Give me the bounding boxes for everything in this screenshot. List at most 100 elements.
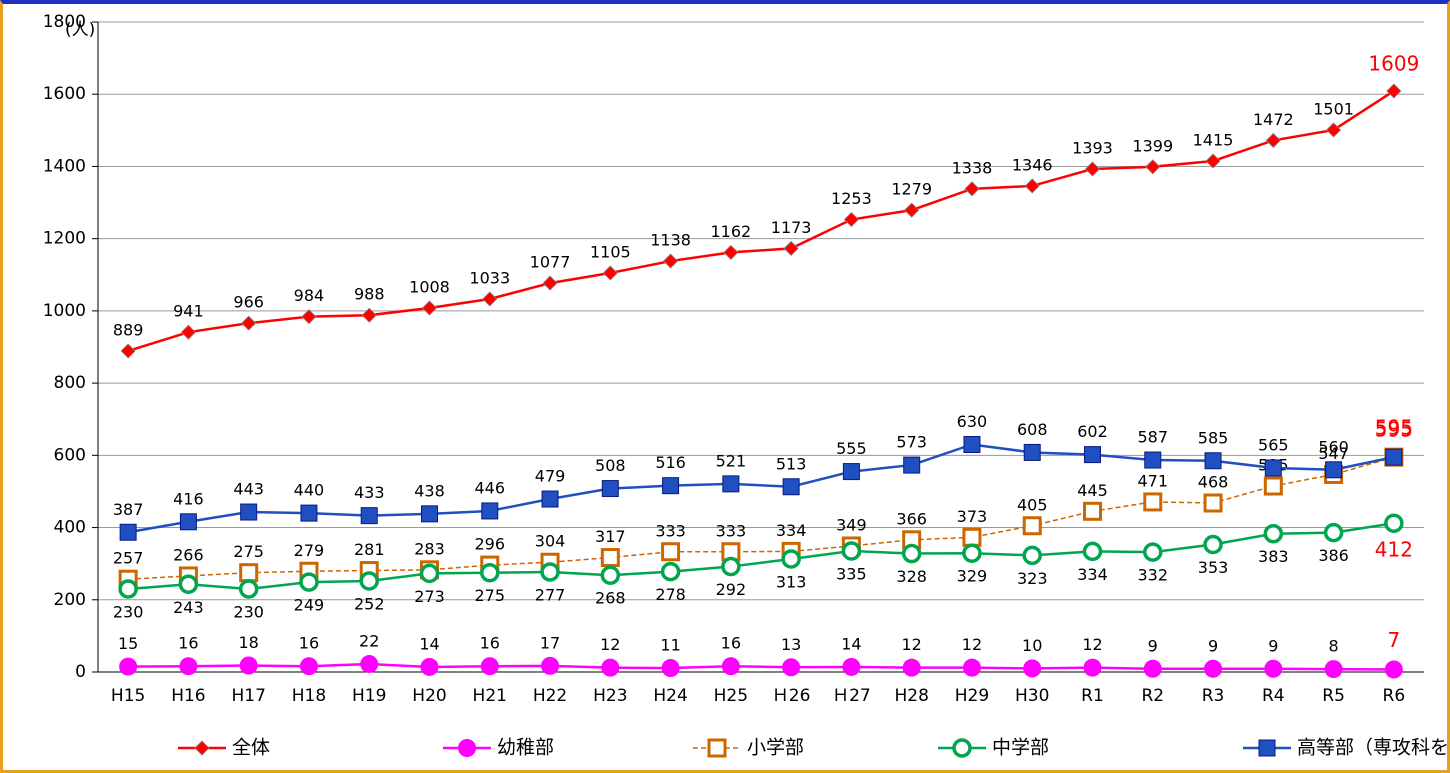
marker	[902, 658, 921, 677]
marker	[118, 579, 138, 599]
marker	[1264, 459, 1282, 477]
marker	[842, 657, 861, 676]
marker	[1204, 659, 1223, 678]
data-label: 1501	[1313, 99, 1354, 118]
marker	[179, 657, 198, 676]
marker	[458, 739, 476, 757]
marker	[841, 541, 862, 561]
data-label: 313	[776, 572, 807, 591]
marker	[194, 740, 210, 756]
data-label: 334	[776, 521, 807, 540]
marker	[1384, 660, 1403, 679]
data-label: 608	[1017, 420, 1048, 439]
data-label: 353	[1198, 558, 1229, 577]
x-tick-label: R1	[1081, 686, 1104, 706]
data-label: 984	[294, 286, 325, 305]
legend-item: 高等部（専攻科を含む）	[1243, 737, 1447, 759]
data-label: 513	[776, 454, 807, 473]
data-label: 1279	[891, 180, 932, 199]
data-label: 16	[480, 634, 500, 653]
marker	[1265, 132, 1281, 149]
legend-label: 中学部	[992, 737, 1049, 759]
data-label: 595	[1375, 418, 1413, 442]
data-label: 9	[1148, 636, 1158, 655]
x-tick-label: H30	[1015, 686, 1049, 706]
y-axis-label: (人)	[65, 20, 95, 40]
data-label: 443	[233, 480, 264, 499]
marker	[299, 572, 319, 592]
data-label: 966	[233, 293, 264, 312]
marker	[1204, 452, 1222, 470]
y-tick-label: 1000	[43, 301, 86, 321]
data-label: 15	[118, 634, 138, 653]
marker	[482, 291, 498, 307]
marker	[421, 505, 438, 523]
marker	[420, 657, 439, 676]
data-label: 471	[1137, 471, 1168, 490]
marker	[1023, 659, 1042, 678]
marker	[1263, 523, 1284, 544]
marker	[1263, 476, 1283, 496]
data-label: 243	[173, 598, 204, 617]
marker	[602, 265, 618, 281]
legend-label: 全体	[232, 737, 270, 759]
data-label: 1162	[711, 222, 752, 241]
marker	[952, 738, 972, 758]
x-tick-label: H25	[714, 686, 748, 706]
marker	[964, 181, 980, 197]
data-label: 889	[113, 320, 144, 339]
marker	[1325, 461, 1343, 479]
data-label: 386	[1318, 546, 1349, 565]
data-label: 547	[1318, 444, 1349, 463]
data-label: 565	[1258, 435, 1289, 454]
data-label: 387	[113, 500, 144, 519]
marker	[722, 475, 740, 493]
marker	[782, 478, 800, 496]
marker	[179, 513, 197, 531]
marker	[239, 563, 259, 583]
x-tick-label: H18	[292, 686, 326, 706]
legend-item: 幼稚部	[443, 737, 554, 759]
data-label: 438	[414, 481, 445, 500]
data-label: 252	[354, 595, 385, 614]
data-label: 445	[1077, 481, 1108, 500]
marker	[180, 324, 196, 340]
data-label: 230	[233, 602, 264, 621]
marker	[481, 502, 499, 520]
series-line	[128, 521, 1395, 591]
x-tick-label: H16	[171, 686, 205, 706]
data-label: 333	[655, 521, 686, 540]
marker	[707, 738, 727, 758]
data-label: 296	[474, 535, 505, 554]
data-label: 281	[354, 540, 385, 559]
legend-item: 小学部	[693, 737, 804, 759]
series-line	[128, 456, 1395, 580]
x-tick-label: H17	[231, 686, 265, 706]
marker	[239, 656, 258, 675]
marker	[1022, 545, 1042, 566]
marker	[1326, 122, 1342, 138]
data-label: 412	[1375, 538, 1413, 562]
marker	[782, 658, 801, 677]
marker	[962, 527, 982, 547]
marker	[360, 507, 378, 525]
y-tick-label: 800	[54, 373, 86, 393]
marker	[1024, 178, 1040, 194]
data-label: 9	[1208, 636, 1218, 655]
y-tick-label: 1400	[43, 156, 86, 176]
data-label: 16	[721, 634, 741, 653]
data-label: 317	[595, 527, 626, 546]
marker	[541, 656, 560, 675]
data-label: 602	[1077, 422, 1108, 441]
data-label: 1138	[650, 231, 691, 250]
legend-label: 幼稚部	[497, 737, 554, 759]
data-label: 383	[1258, 547, 1289, 566]
marker	[299, 657, 318, 676]
marker	[1203, 534, 1223, 555]
marker	[178, 574, 199, 594]
marker	[723, 244, 739, 260]
data-label: 1253	[831, 189, 872, 208]
marker	[962, 543, 982, 563]
data-label: 9	[1268, 636, 1278, 655]
marker	[1082, 541, 1103, 562]
